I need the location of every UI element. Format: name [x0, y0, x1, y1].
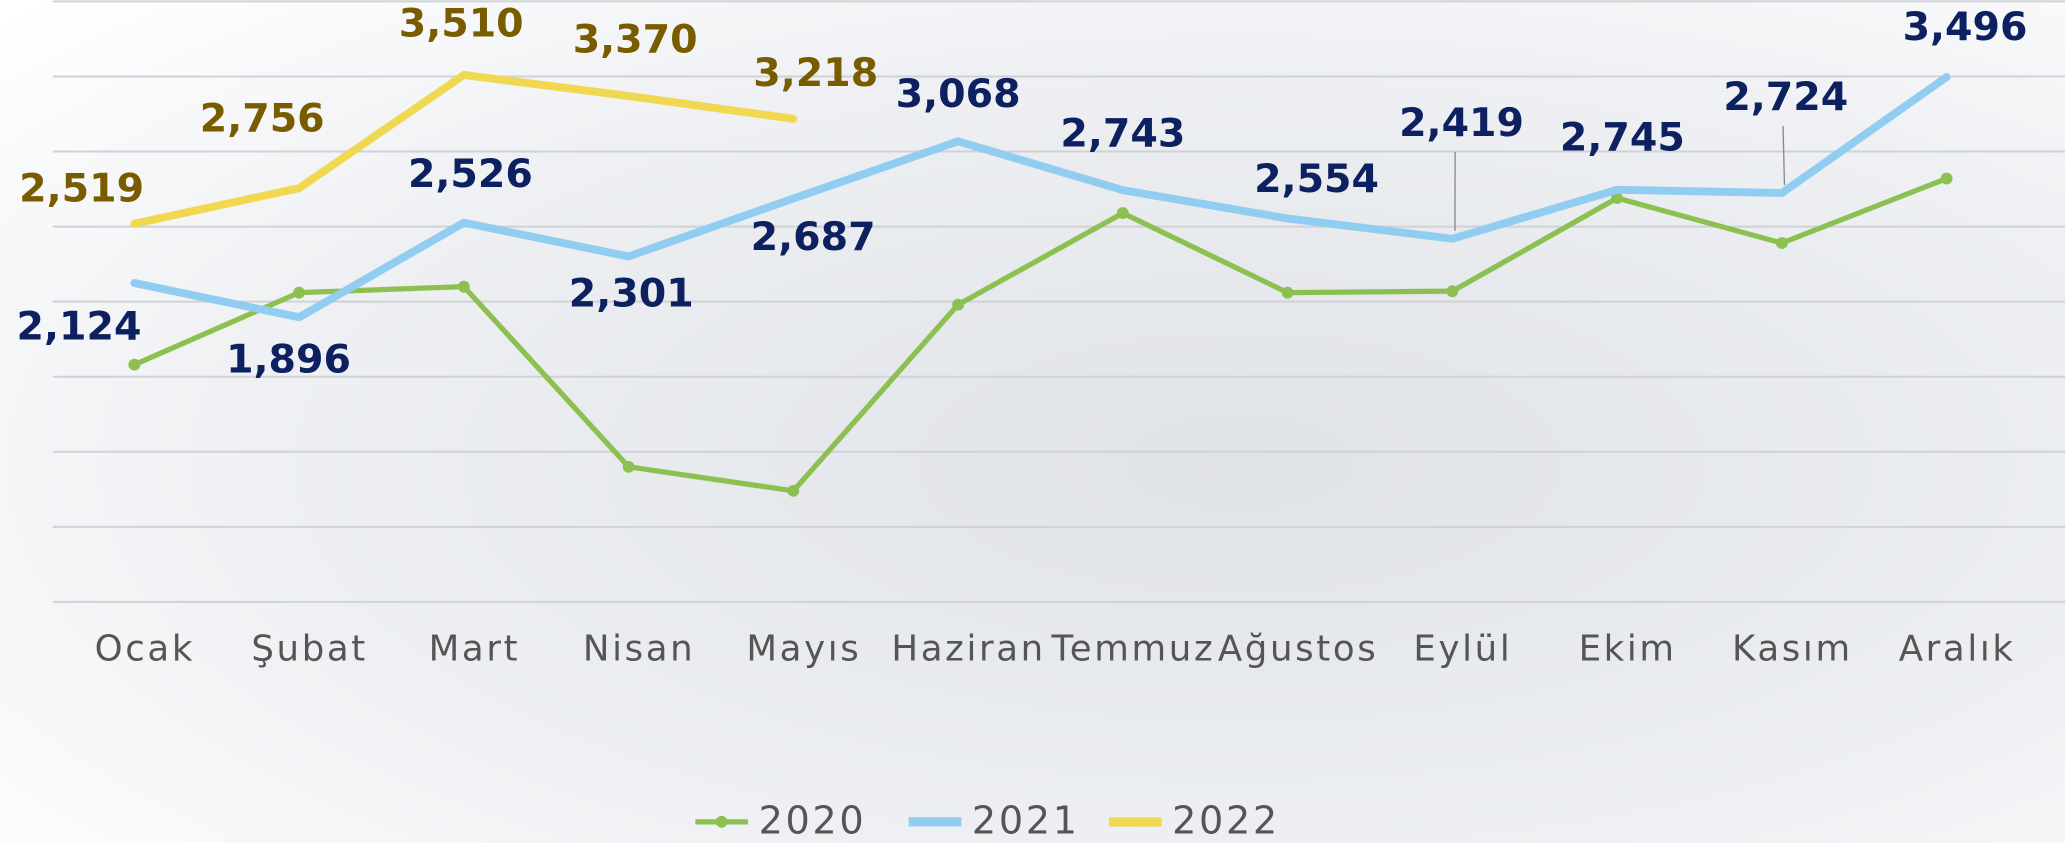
point: [1281, 286, 1294, 299]
value-label: 2,301: [569, 270, 694, 316]
value-label: 2,419: [1399, 100, 1524, 146]
value-label: 2,554: [1254, 156, 1379, 202]
value-label: 2,687: [751, 214, 876, 260]
value-label: 3,218: [753, 50, 878, 96]
point: [1611, 192, 1624, 204]
value-label: 2,526: [408, 151, 533, 197]
legend-label: 2021: [972, 800, 1080, 843]
value-label: 3,370: [573, 16, 698, 62]
x-tick-label: Mayıs: [746, 629, 861, 670]
x-tick-label: Ağustos: [1218, 629, 1379, 670]
series-line: [130, 73, 1951, 322]
value-label: 2,724: [1723, 74, 1848, 120]
value-label: 3,496: [1903, 4, 2028, 50]
series-line: [131, 175, 1950, 494]
x-tick-label: Şubat: [251, 629, 368, 670]
point: [1940, 172, 1953, 185]
point: [293, 286, 306, 299]
legend-label: 2020: [759, 800, 867, 843]
x-tick-label: Temmuz: [1050, 629, 1215, 670]
x-tick-label: Haziran: [891, 629, 1045, 670]
value-label: 3,510: [399, 1, 524, 47]
x-tick-label: Ocak: [95, 629, 195, 670]
value-label: 2,519: [19, 165, 144, 211]
point: [622, 460, 635, 473]
point: [1446, 285, 1459, 298]
legend-label: 2022: [1172, 800, 1280, 843]
point: [457, 280, 470, 293]
value-label: 2,756: [200, 95, 325, 141]
x-tick-label: Nisan: [583, 629, 695, 670]
point: [128, 358, 141, 371]
x-tick-label: Mart: [429, 629, 521, 670]
x-tick-label: Aralık: [1899, 629, 2016, 670]
series-line: [130, 71, 798, 228]
point: [952, 298, 965, 311]
legend-marker: [715, 815, 728, 828]
value-label: 2,124: [17, 304, 142, 350]
leader-line: [1782, 125, 1786, 186]
x-tick-label: Eylül: [1413, 629, 1512, 670]
point: [1116, 207, 1129, 220]
x-tick-label: Kasım: [1732, 629, 1853, 670]
point: [787, 484, 800, 497]
value-label: 2,745: [1560, 114, 1685, 160]
point: [1775, 237, 1788, 250]
x-tick-label: Ekim: [1579, 629, 1677, 670]
value-label: 2,743: [1060, 111, 1185, 157]
value-label: 3,068: [896, 71, 1021, 117]
value-label: 1,896: [226, 337, 351, 383]
